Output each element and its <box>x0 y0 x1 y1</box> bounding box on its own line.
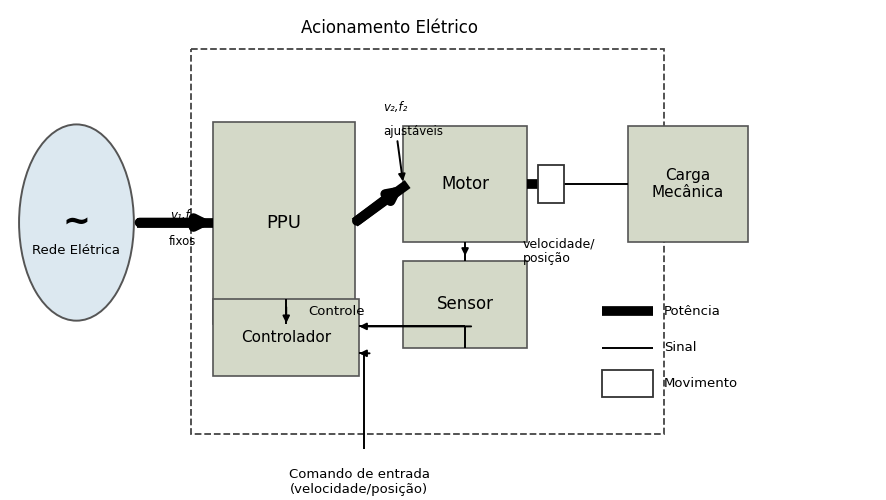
Ellipse shape <box>19 124 134 320</box>
Text: ~: ~ <box>63 206 90 239</box>
Text: fixos: fixos <box>168 236 196 248</box>
Text: Sinal: Sinal <box>664 341 696 354</box>
Text: Potência: Potência <box>664 305 720 318</box>
Text: Motor: Motor <box>441 175 489 193</box>
Text: v₁,f₁: v₁,f₁ <box>170 209 195 222</box>
Text: Rede Elétrica: Rede Elétrica <box>33 244 120 258</box>
Text: Acionamento Elétrico: Acionamento Elétrico <box>301 19 478 37</box>
Text: Comando de entrada
(velocidade/posição): Comando de entrada (velocidade/posição) <box>289 468 430 495</box>
Text: PPU: PPU <box>267 214 301 232</box>
Bar <box>403 126 527 242</box>
Text: ajustáveis: ajustáveis <box>383 124 443 138</box>
Bar <box>628 126 748 242</box>
Bar <box>538 165 564 203</box>
Text: Carga
Mecânica: Carga Mecânica <box>652 168 724 200</box>
Text: Controlador: Controlador <box>241 330 331 345</box>
Text: Movimento: Movimento <box>664 377 738 390</box>
Text: velocidade/
posição: velocidade/ posição <box>523 238 595 266</box>
Bar <box>214 300 359 376</box>
Text: Controle: Controle <box>308 305 365 318</box>
Bar <box>191 50 664 434</box>
Bar <box>214 122 354 324</box>
Bar <box>403 261 527 348</box>
Bar <box>602 370 653 397</box>
Text: Sensor: Sensor <box>437 296 494 314</box>
Text: v₂,f₂: v₂,f₂ <box>383 100 408 114</box>
